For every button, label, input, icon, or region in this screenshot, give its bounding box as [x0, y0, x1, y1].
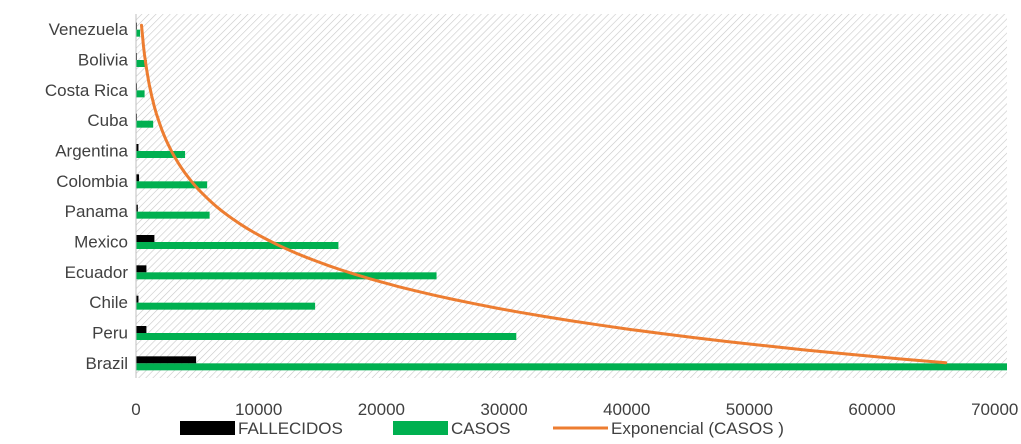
category-label-costa-rica: Costa Rica [45, 81, 129, 100]
category-label-ecuador: Ecuador [65, 263, 129, 282]
bar-casos-panama [136, 211, 210, 219]
legend-label-exponencial-casos: Exponencial (CASOS ) [611, 419, 784, 438]
legend-label-casos: CASOS [451, 419, 511, 438]
category-label-mexico: Mexico [74, 233, 128, 252]
x-tick-label-50000: 50000 [726, 400, 773, 419]
bar-fallecidos-peru [136, 326, 147, 333]
bars-group [136, 22, 1007, 371]
bar-fallecidos-mexico [136, 235, 155, 242]
legend-swatch-fallecidos [180, 421, 235, 435]
bar-casos-bolivia [136, 60, 148, 67]
category-label-cuba: Cuba [87, 111, 128, 130]
bar-fallecidos-ecuador [136, 265, 147, 273]
category-label-panama: Panama [65, 202, 129, 221]
category-label-argentina: Argentina [55, 142, 128, 161]
bar-casos-mexico [136, 242, 339, 249]
bar-fallecidos-colombia [136, 174, 140, 182]
category-label-venezuela: Venezuela [49, 20, 129, 39]
bar-fallecidos-argentina [136, 144, 139, 151]
x-tick-label-30000: 30000 [480, 400, 527, 419]
bar-casos-ecuador [136, 272, 437, 280]
bar-casos-argentina [136, 151, 186, 158]
bar-fallecidos-brazil [136, 356, 197, 364]
trendline-exponencial-casos [140, 23, 948, 365]
x-tick-label-10000: 10000 [235, 400, 282, 419]
legend: FALLECIDOS CASOS Exponencial (CASOS ) [180, 419, 784, 438]
bar-fallecidos-chile [136, 295, 139, 303]
category-label-brazil: Brazil [85, 354, 128, 373]
x-tick-labels: 0 10000 20000 30000 40000 50000 60000 70000 [131, 400, 1018, 419]
bar-casos-chile [136, 302, 316, 310]
bar-casos-venezuela [136, 29, 141, 37]
x-tick-label-20000: 20000 [358, 400, 405, 419]
legend-swatch-casos [393, 421, 448, 435]
bar-casos-brazil [136, 363, 1007, 371]
bar-casos-colombia [136, 181, 208, 189]
category-label-bolivia: Bolivia [78, 51, 129, 70]
bar-casos-costa-rica [136, 90, 145, 98]
bar-casos-peru [136, 333, 517, 340]
x-tick-label-40000: 40000 [603, 400, 650, 419]
bar-fallecidos-panama [136, 204, 138, 212]
legend-label-fallecidos: FALLECIDOS [238, 419, 343, 438]
x-tick-label-60000: 60000 [848, 400, 895, 419]
x-tick-label-0: 0 [131, 400, 140, 419]
x-tick-label-70000: 70000 [971, 400, 1018, 419]
category-label-chile: Chile [89, 293, 128, 312]
category-label-peru: Peru [92, 324, 128, 343]
category-labels: Brazil Peru Chile Ecuador Mexico Panama Colomb… [45, 20, 129, 373]
bar-casos-cuba [136, 120, 154, 128]
category-label-colombia: Colombia [56, 172, 128, 191]
plot-area [136, 14, 1007, 378]
